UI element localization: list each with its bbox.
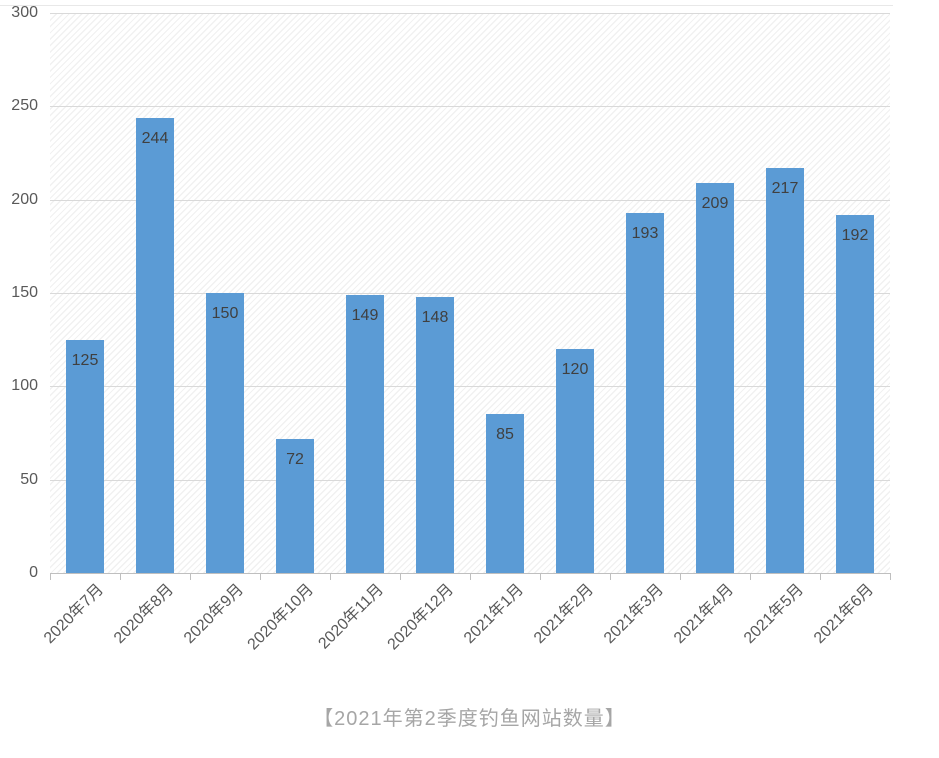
x-axis-label-2021年4月: 2021年4月 [670,581,738,648]
x-axis-label-2020年8月: 2020年8月 [110,581,178,648]
x-axis-label-2020年7月: 2020年7月 [40,581,108,648]
x-axis-label-2021年1月: 2021年1月 [460,581,528,648]
x-axis-tick [680,574,681,580]
y-axis-tick-label: 0 [29,564,38,581]
x-axis-line [50,573,891,574]
chart-title: 【2021年第2季度钓鱼网站数量】 [313,708,626,730]
x-axis-label-2021年3月: 2021年3月 [600,581,668,648]
bar-2021年5月 [766,168,804,573]
gridline-100 [50,386,890,387]
x-axis-tick [540,574,541,580]
bar-2020年7月 [66,340,104,573]
bar-2021年3月 [626,213,664,573]
y-axis-tick-label: 150 [11,284,38,301]
bar-2020年11月 [346,295,384,573]
x-axis-tick [400,574,401,580]
bar-2020年9月 [206,293,244,573]
bar-2021年4月 [696,183,734,573]
gridline-200 [50,200,890,201]
x-axis-tick [820,574,821,580]
x-axis-tick [190,574,191,580]
bar-2021年1月 [486,414,524,573]
x-axis-label-2020年9月: 2020年9月 [180,581,248,648]
bar-value-label: 149 [351,307,379,324]
bar-value-label: 85 [496,426,514,443]
x-axis-tick [50,574,51,580]
x-axis-tick [470,574,471,580]
x-axis-tick [120,574,121,580]
x-axis-label-2021年2月: 2021年2月 [530,581,598,648]
bar-2020年8月 [136,118,174,573]
bar-value-label: 244 [141,130,169,147]
y-axis-tick-label: 250 [11,97,38,114]
y-axis-tick-label: 200 [11,191,38,208]
bar-value-label: 193 [631,225,659,242]
bar-value-label: 150 [211,305,239,322]
bar-value-label: 209 [701,195,729,212]
bar-2021年2月 [556,349,594,573]
bar-value-label: 120 [561,361,589,378]
bar-value-label: 217 [771,180,799,197]
x-axis-tick [260,574,261,580]
x-axis-label-2020年10月: 2020年10月 [244,581,318,654]
y-axis-tick-label: 300 [11,4,38,21]
bar-2021年6月 [836,215,874,573]
plot-area: 125 244 150 72 149 148 85 120 193 209 217 192 [50,13,890,573]
bar-2020年10月 [276,439,314,573]
y-axis-tick-label: 50 [20,471,38,488]
bar-value-label: 72 [286,451,304,468]
x-axis-label-2020年11月: 2020年11月 [315,581,388,653]
gridline-250 [50,106,890,107]
x-axis-tick [750,574,751,580]
x-axis-tick [330,574,331,580]
bar-value-label: 192 [841,227,869,244]
x-axis-label-2021年5月: 2021年5月 [740,581,808,648]
gridline-150 [50,293,890,294]
x-axis-tick [890,574,891,580]
y-axis-tick-label: 100 [11,377,38,394]
gridline-50 [50,480,890,481]
x-axis-label-2020年12月: 2020年12月 [384,581,458,654]
x-axis-tick [610,574,611,580]
x-axis-label-2021年6月: 2021年6月 [810,581,878,648]
chart-top-border [0,5,893,6]
bar-value-label: 148 [421,309,449,326]
bar-value-label: 125 [71,352,99,369]
bar-2020年12月 [416,297,454,573]
gridline-300 [50,13,890,14]
